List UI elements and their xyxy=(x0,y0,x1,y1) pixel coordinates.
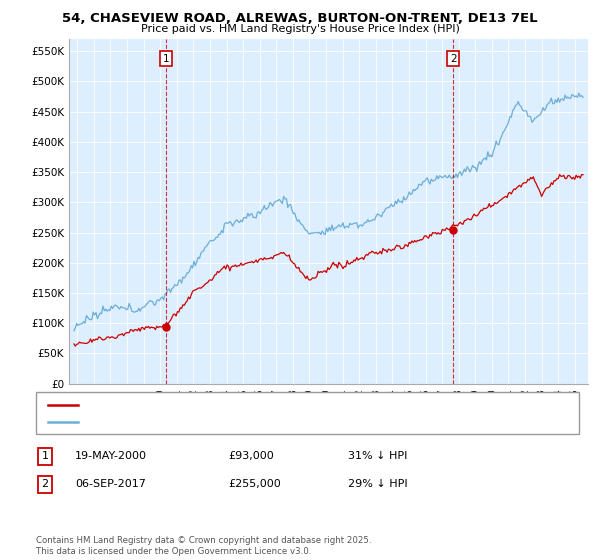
Text: 1: 1 xyxy=(41,451,49,461)
Text: 54, CHASEVIEW ROAD, ALREWAS, BURTON-ON-TRENT, DE13 7EL (detached house): 54, CHASEVIEW ROAD, ALREWAS, BURTON-ON-T… xyxy=(84,400,489,409)
Text: 54, CHASEVIEW ROAD, ALREWAS, BURTON-ON-TRENT, DE13 7EL: 54, CHASEVIEW ROAD, ALREWAS, BURTON-ON-T… xyxy=(62,12,538,25)
Text: 1: 1 xyxy=(163,54,170,63)
Text: 06-SEP-2017: 06-SEP-2017 xyxy=(75,479,146,489)
Text: 2: 2 xyxy=(41,479,49,489)
Text: £93,000: £93,000 xyxy=(228,451,274,461)
Text: Contains HM Land Registry data © Crown copyright and database right 2025.
This d: Contains HM Land Registry data © Crown c… xyxy=(36,536,371,556)
Text: Price paid vs. HM Land Registry's House Price Index (HPI): Price paid vs. HM Land Registry's House … xyxy=(140,24,460,34)
Text: £255,000: £255,000 xyxy=(228,479,281,489)
Text: 29% ↓ HPI: 29% ↓ HPI xyxy=(348,479,407,489)
Text: 19-MAY-2000: 19-MAY-2000 xyxy=(75,451,147,461)
Text: HPI: Average price, detached house, Lichfield: HPI: Average price, detached house, Lich… xyxy=(84,417,306,427)
Text: 2: 2 xyxy=(450,54,457,63)
Text: 31% ↓ HPI: 31% ↓ HPI xyxy=(348,451,407,461)
